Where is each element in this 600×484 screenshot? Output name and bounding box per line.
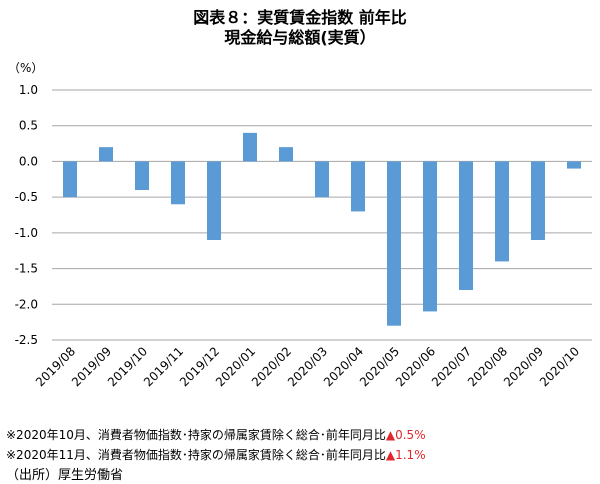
footnote-value: ▲1.1% <box>385 448 426 462</box>
chart-subtitle: 現金給与総額(実質） <box>224 28 376 47</box>
footnote-value: ▲0.5% <box>385 428 426 442</box>
y-tick-label: -1.5 <box>15 262 38 276</box>
bar <box>315 161 329 198</box>
y-tick-label: -0.5 <box>15 190 38 204</box>
bar <box>99 147 113 162</box>
bar <box>243 132 257 162</box>
y-tick-label: -2.5 <box>15 333 38 347</box>
bar <box>279 147 293 162</box>
y-tick-label: 0.0 <box>19 154 38 168</box>
bar <box>171 161 185 205</box>
y-tick-label: 0.5 <box>19 119 38 133</box>
footnote-2: ※2020年11月、消費者物価指数･持家の帰属家賃除く総合･前年同月比▲1.1% <box>6 446 426 463</box>
bar <box>387 161 401 326</box>
footnote-text: ※2020年11月、消費者物価指数･持家の帰属家賃除く総合･前年同月比 <box>6 448 386 462</box>
bar-chart: （%） 1.00.50.0-0.5-1.0-1.5-2.0-2.52019/08… <box>8 61 592 389</box>
bar <box>531 161 545 240</box>
y-tick-label: 1.0 <box>19 83 38 97</box>
source-note: （出所）厚生労働省 <box>6 468 124 483</box>
bar <box>423 161 437 312</box>
bar <box>207 161 221 240</box>
bar <box>459 161 473 290</box>
bar <box>495 161 509 262</box>
y-axis-label: （%） <box>8 61 43 75</box>
bar <box>135 161 149 190</box>
footnote-text: ※2020年10月、消費者物価指数･持家の帰属家賃除く総合･前年同月比 <box>6 428 386 442</box>
footnote-1: ※2020年10月、消費者物価指数･持家の帰属家賃除く総合･前年同月比▲0.5% <box>6 426 426 443</box>
chart-title: 図表８：実質賃金指数 前年比 <box>193 8 407 27</box>
bar <box>351 161 365 212</box>
x-tick-label: 2020/10 <box>537 344 582 389</box>
bar <box>63 161 77 198</box>
y-tick-label: -2.0 <box>15 297 38 311</box>
y-tick-label: -1.0 <box>15 226 38 240</box>
bar <box>567 161 581 169</box>
